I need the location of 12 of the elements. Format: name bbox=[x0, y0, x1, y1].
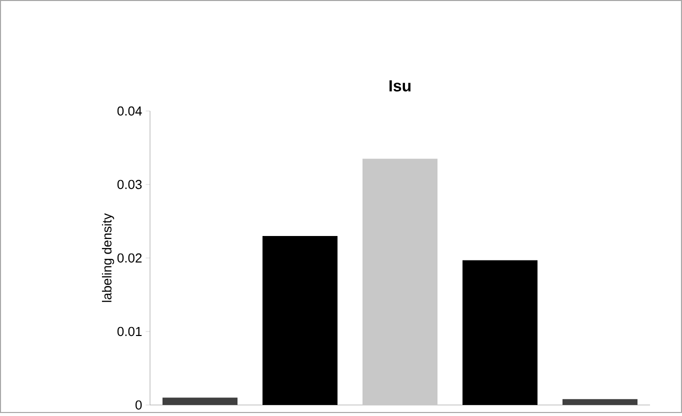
bar bbox=[462, 260, 538, 405]
y-tick-label: 0.03 bbox=[117, 180, 142, 190]
y-tick-label: 0.01 bbox=[117, 326, 142, 336]
bar bbox=[362, 158, 438, 405]
y-tick-label: 0.04 bbox=[117, 106, 142, 116]
y-tick-label: 0 bbox=[136, 400, 142, 410]
bar bbox=[562, 399, 638, 405]
bar bbox=[262, 236, 338, 405]
chart-title: Isu bbox=[390, 80, 411, 92]
bar bbox=[162, 398, 238, 405]
y-axis-title: labeling density bbox=[102, 213, 114, 302]
y-tick-label: 0.02 bbox=[117, 253, 142, 263]
